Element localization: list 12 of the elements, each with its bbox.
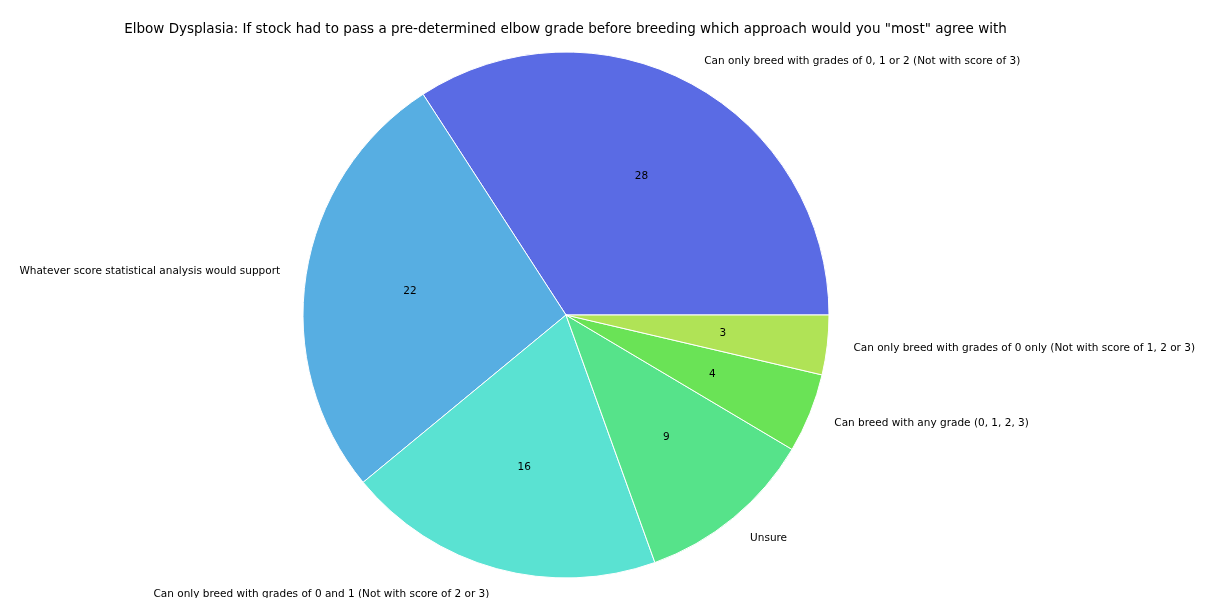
slice-label: Whatever score statistical analysis would support (19, 263, 281, 276)
data-label: 22 (403, 283, 417, 296)
slice-label: Can only breed with grades of 0 only (Not with score of 1, 2 or 3) (853, 341, 1196, 354)
slice-label: Unsure (750, 531, 788, 544)
slice-label: Can only breed with grades of 0, 1 or 2 (Not with score of 3) (704, 53, 1021, 66)
data-label: 3 (719, 326, 727, 339)
data-label: 28 (634, 169, 649, 182)
slice-label: Can breed with any grade (0, 1, 2, 3) (834, 416, 1029, 429)
data-label: 4 (709, 366, 717, 379)
data-label: 16 (517, 460, 532, 473)
chart-title: Elbow Dysplasia: If stock had to pass a pre-determined elbow grade before breeding which approach would you "most" agree with (124, 19, 1007, 36)
data-label: 9 (663, 429, 670, 442)
